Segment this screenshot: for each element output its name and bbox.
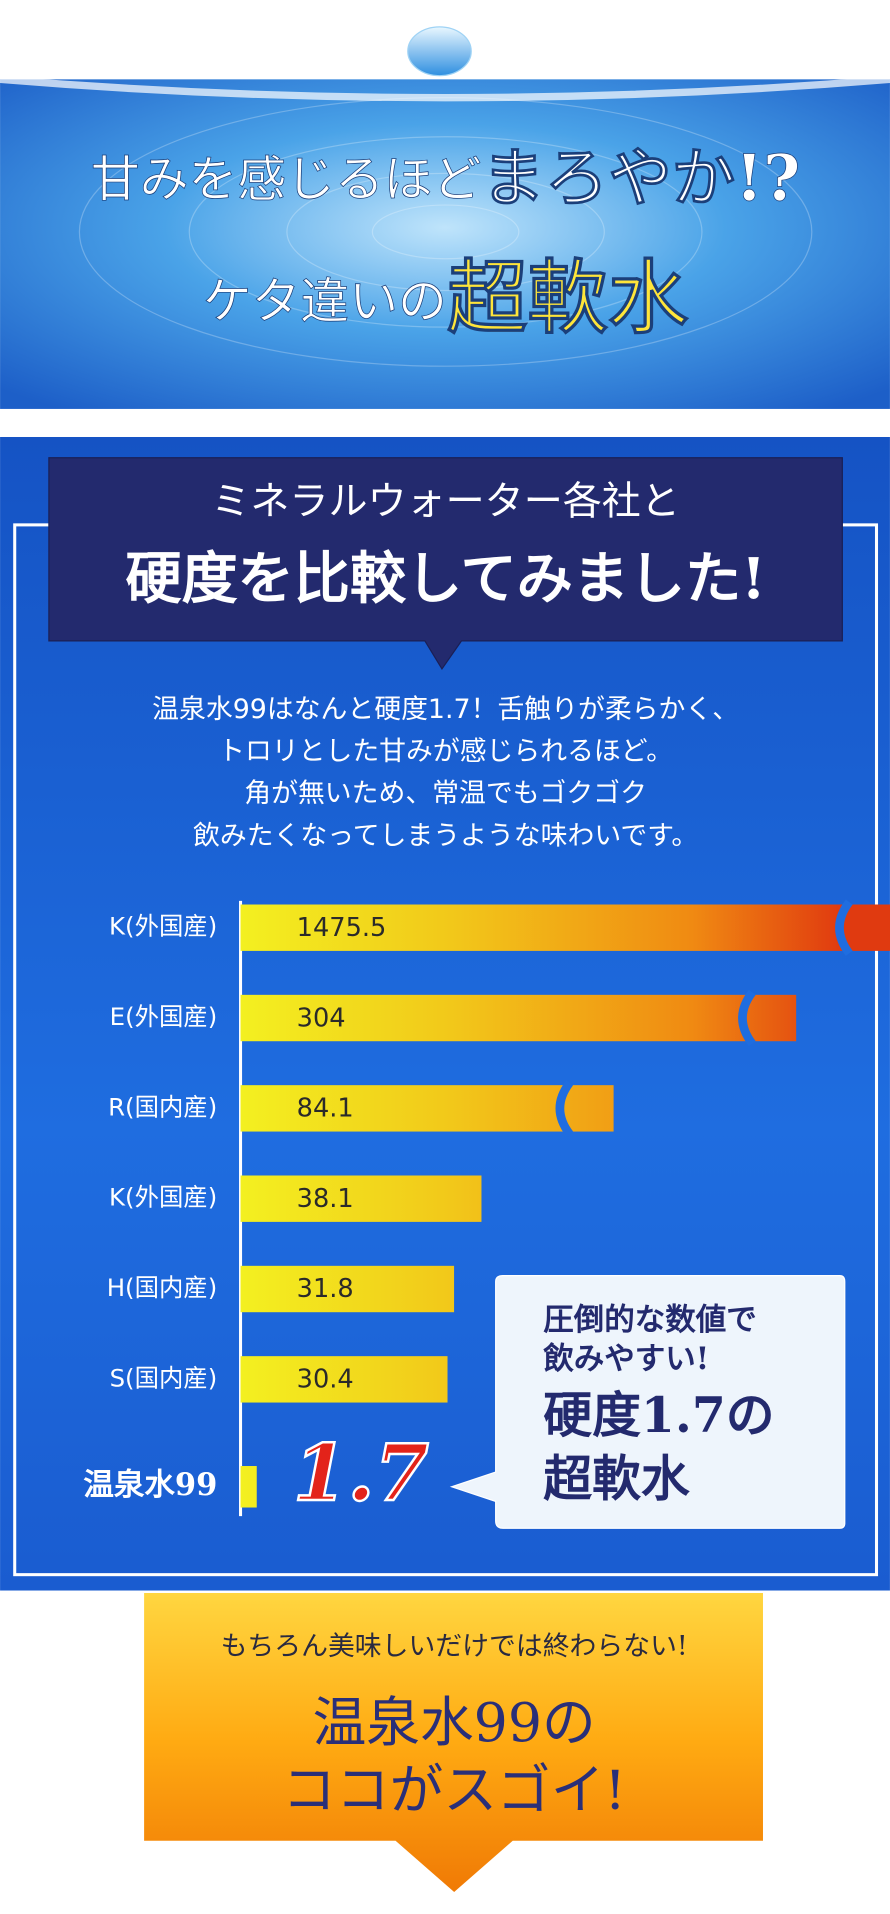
- description-line: 飲みたくなってしまうような味わいです。: [193, 820, 698, 851]
- callout-text: 硬度1.7の: [543, 1386, 774, 1444]
- footer-line2: 温泉水99の: [313, 1691, 596, 1754]
- heading-line2: 硬度を比較してみました!: [125, 546, 766, 612]
- heading-line1: ミネラルウォーター各社と: [211, 480, 680, 525]
- footer-banner: [144, 1592, 763, 1893]
- category-label: R(国内産): [108, 1092, 217, 1121]
- bar: [240, 1085, 614, 1132]
- footer-line1: もちろん美味しいだけでは終わらない!: [221, 1631, 688, 1662]
- header-line1: 甘みを感じるほどまろやか!?: [91, 140, 800, 215]
- axis-break: [835, 899, 853, 956]
- header-text: 甘みを感じるほど: [91, 151, 482, 208]
- water-drop: [407, 26, 472, 77]
- callout-text: 飲みやすい!: [543, 1341, 709, 1377]
- category-label: S(国内産): [110, 1363, 218, 1392]
- category-label: K(外国産): [109, 1183, 217, 1212]
- wave-edge: [0, 75, 890, 102]
- bar: [240, 994, 797, 1042]
- bar: [240, 1265, 455, 1313]
- description-line: 角が無いため、常温でもゴクゴク: [244, 778, 647, 809]
- category-label: 温泉水99: [83, 1467, 217, 1503]
- category-label: E(外国産): [110, 1002, 218, 1031]
- value-label: 304: [297, 1003, 346, 1033]
- bar: [240, 1356, 448, 1403]
- callout: 圧倒的な数値で 飲みやすい! 硬度1.7の 超軟水: [449, 1274, 846, 1529]
- callout-box: [449, 1274, 846, 1529]
- header-text: 超軟水: [447, 250, 689, 345]
- bar: [240, 1175, 482, 1222]
- axis-break: [738, 989, 756, 1047]
- value-label: 31.8: [297, 1274, 354, 1304]
- category-label: H(国内産): [107, 1273, 218, 1302]
- footer: もちろん美味しいだけでは終わらない! 温泉水99の ココがスゴイ!: [144, 1592, 763, 1893]
- description-line: 温泉水99はなんと硬度1.7！舌触りが柔らかく、: [152, 694, 739, 725]
- description-line: トロリとした甘みが感じられるほど。: [218, 736, 673, 767]
- category-label: K(外国産): [109, 912, 217, 941]
- value-label: 1475.5: [297, 913, 387, 943]
- bar: [240, 1466, 257, 1508]
- header-text: まろやか!?: [481, 140, 800, 215]
- water-banner: [0, 79, 890, 409]
- value-label: 30.4: [297, 1365, 354, 1395]
- value-label: 84.1: [297, 1094, 354, 1124]
- header-text: ケタ違いの: [203, 273, 447, 330]
- callout-text: 圧倒的な数値で: [543, 1302, 756, 1338]
- value-label: 38.1: [297, 1184, 354, 1214]
- bar-chart: K(外国産) 1475.5 E(外国産) 304 R(国内産) 84.1 K(外国産) 38.…: [83, 899, 890, 1520]
- axis-break: [555, 1080, 574, 1137]
- callout-text: 超軟水: [543, 1450, 690, 1508]
- value-label: 1.7: [293, 1428, 429, 1519]
- footer-line3: ココがスゴイ!: [282, 1758, 626, 1821]
- description: 温泉水99はなんと硬度1.7！舌触りが柔らかく、トロリとした甘みが感じられるほど…: [152, 694, 739, 851]
- heading-box: [48, 457, 843, 671]
- header: 甘みを感じるほどまろやか!? ケタ違いの超軟水: [0, 26, 890, 409]
- header-line2: ケタ違いの超軟水: [203, 250, 689, 345]
- bar: [240, 904, 890, 951]
